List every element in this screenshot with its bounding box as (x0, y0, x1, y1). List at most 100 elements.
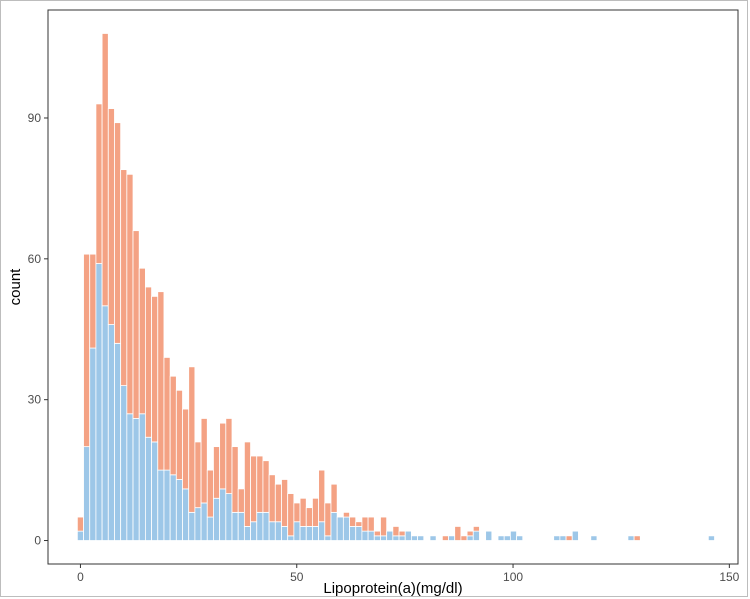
bar-bottom-46 (361, 530, 369, 541)
y-tick-label-90: 90 (28, 111, 42, 125)
panel-border (47, 9, 739, 565)
bar-bottom-63 (466, 535, 474, 541)
bar-bottom-52 (398, 535, 406, 541)
bar-top-39 (318, 469, 326, 523)
bar-bottom-25 (231, 511, 239, 541)
bar-bottom-71 (516, 535, 524, 541)
bar-top-8 (126, 173, 134, 415)
x-tick-label-0: 0 (77, 570, 84, 584)
bar-top-6 (114, 122, 122, 344)
bar-top-61 (454, 526, 462, 541)
bar-bottom-29 (256, 511, 264, 541)
bar-top-22 (213, 446, 221, 499)
bar-top-7 (120, 169, 128, 386)
bar-top-23 (219, 422, 227, 490)
bar-bottom-6 (114, 342, 122, 541)
bar-top-51 (392, 526, 400, 537)
bar-bottom-13 (157, 469, 165, 541)
x-tick-label-50: 50 (290, 570, 304, 584)
y-axis: 0 30 60 90 (28, 111, 48, 548)
bar-top-52 (398, 530, 406, 537)
bar-bottom-10 (138, 413, 146, 541)
bar-bottom-8 (126, 413, 134, 541)
bar-bottom-64 (472, 530, 480, 541)
bar-bottom-31 (268, 521, 276, 541)
bar-bottom-102 (707, 535, 715, 541)
bar-top-24 (225, 418, 233, 494)
bar-bottom-42 (336, 516, 344, 541)
bar-top-20 (200, 418, 208, 504)
bar-top-0 (76, 516, 84, 532)
bar-bottom-19 (194, 507, 202, 541)
bar-bottom-51 (392, 535, 400, 541)
bars-layer (76, 33, 715, 541)
bar-top-10 (138, 267, 146, 415)
bar-bottom-44 (349, 526, 357, 541)
bar-bottom-3 (95, 263, 103, 541)
bar-bottom-47 (367, 530, 375, 541)
bar-top-79 (565, 535, 573, 541)
bar-top-28 (250, 455, 258, 523)
bar-bottom-53 (404, 530, 412, 541)
bar-bottom-11 (145, 436, 152, 541)
bar-bottom-41 (330, 511, 338, 541)
bar-bottom-34 (287, 535, 295, 541)
bar-top-90 (633, 535, 641, 541)
bar-top-27 (243, 441, 251, 527)
bar-bottom-12 (151, 441, 159, 541)
bar-bottom-35 (293, 521, 301, 541)
bar-top-29 (256, 455, 264, 513)
bar-bottom-36 (299, 526, 307, 541)
bar-bottom-14 (163, 469, 171, 541)
bar-top-9 (132, 230, 140, 419)
bar-top-31 (268, 474, 276, 523)
bar-bottom-30 (262, 511, 270, 541)
bar-bottom-38 (312, 526, 320, 541)
bar-bottom-23 (219, 488, 227, 541)
bar-bottom-17 (182, 488, 190, 541)
bar-top-18 (188, 366, 196, 513)
bar-bottom-20 (200, 502, 208, 541)
bar-top-17 (182, 408, 190, 490)
y-tick-label-60: 60 (28, 252, 42, 266)
bar-top-46 (361, 516, 369, 532)
bar-bottom-0 (76, 530, 84, 541)
bar-top-15 (169, 375, 177, 476)
bar-bottom-22 (213, 497, 221, 541)
bar-top-35 (293, 502, 301, 523)
bar-bottom-68 (497, 535, 505, 541)
bar-bottom-39 (318, 521, 326, 541)
bar-bottom-80 (571, 530, 579, 541)
bar-bottom-45 (355, 526, 363, 541)
bar-top-16 (175, 389, 183, 480)
bar-top-5 (107, 108, 115, 325)
bar-bottom-60 (448, 535, 456, 541)
bar-top-43 (342, 511, 350, 518)
bar-top-1 (83, 253, 91, 448)
bar-bottom-48 (373, 535, 381, 541)
bar-bottom-40 (324, 535, 332, 541)
bar-top-13 (157, 291, 165, 471)
bar-bottom-50 (386, 530, 394, 541)
bar-top-30 (262, 460, 270, 513)
bar-bottom-33 (281, 526, 289, 541)
bar-bottom-77 (553, 535, 561, 541)
bar-top-14 (163, 357, 171, 471)
bar-top-62 (460, 535, 468, 541)
x-tick-label-150: 150 (719, 570, 739, 584)
bar-top-45 (355, 521, 363, 527)
bar-bottom-9 (132, 418, 140, 541)
bar-bottom-32 (274, 521, 282, 541)
bar-bottom-69 (503, 535, 511, 541)
y-axis-title: count (7, 268, 24, 306)
bar-bottom-57 (429, 535, 437, 541)
bar-top-21 (206, 469, 214, 518)
bar-bottom-37 (305, 526, 313, 541)
bar-bottom-4 (101, 305, 109, 541)
bar-top-25 (231, 446, 239, 513)
bar-top-63 (466, 530, 474, 537)
bar-bottom-49 (380, 535, 388, 541)
bar-top-3 (95, 103, 103, 264)
